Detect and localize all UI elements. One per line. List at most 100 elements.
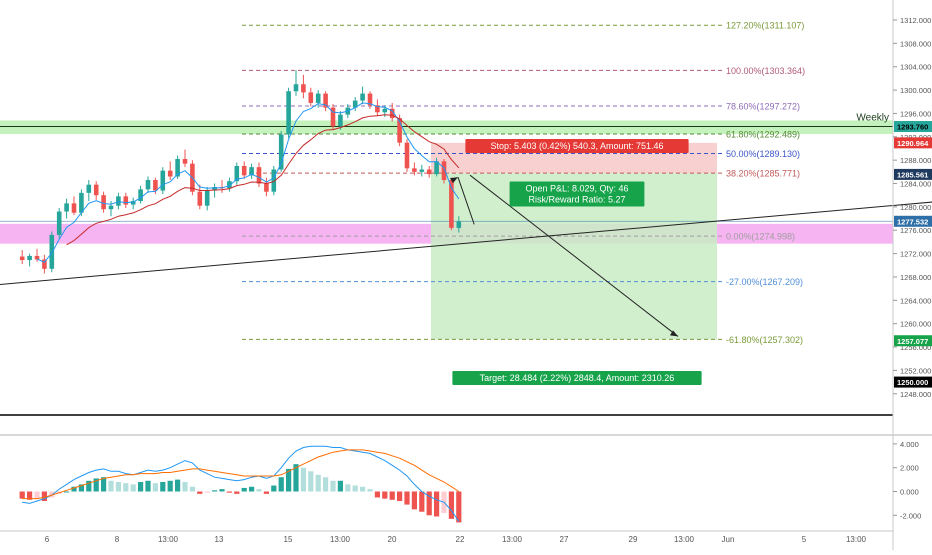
fib-level-label: 38.20%(1285.771)	[726, 169, 800, 179]
candle-body	[367, 93, 373, 106]
fib-level-label: 78.60%(1297.272)	[726, 102, 800, 112]
macd-histogram-bar	[226, 491, 232, 493]
macd-histogram-bar	[308, 471, 314, 492]
time-tick-label: 5	[802, 535, 807, 544]
macd-tick-label: 0.000	[900, 488, 919, 497]
time-tick-label: 22	[456, 535, 465, 544]
price-tick-label: 1256.000	[900, 343, 931, 352]
macd-histogram-bar	[234, 491, 240, 494]
price-tag-label: 1293.760	[897, 123, 928, 132]
macd-histogram-bar	[64, 491, 70, 493]
candle-body	[293, 84, 299, 92]
macd-histogram-bar	[145, 480, 151, 492]
price-tick-label: 1260.000	[900, 320, 931, 329]
macd-line	[22, 445, 460, 522]
macd-histogram-bar	[323, 477, 329, 492]
macd-histogram-bar	[315, 474, 321, 492]
candle-body	[19, 256, 25, 261]
macd-histogram-bar	[197, 491, 203, 494]
macd-histogram-bar	[293, 464, 299, 492]
macd-histogram-bar	[382, 491, 388, 499]
macd-histogram-bar	[175, 479, 181, 492]
price-tag	[894, 121, 932, 133]
time-tick-label: 15	[284, 535, 293, 544]
macd-histogram-bar	[130, 484, 136, 492]
macd-histogram-bar	[167, 480, 173, 492]
macd-histogram-bar	[367, 489, 373, 492]
macd-histogram-bar	[41, 491, 47, 502]
price-tag-label: 1285.561	[897, 170, 928, 179]
price-tick-label: 1276.000	[900, 226, 931, 235]
price-tick-label: 1268.000	[900, 273, 931, 282]
ema-slow-line	[66, 114, 460, 246]
candle-body	[360, 93, 365, 101]
pnl-label-text: Risk/Reward Ratio: 5.27	[528, 195, 625, 205]
macd-histogram-bar	[138, 481, 144, 492]
candle-body	[212, 187, 217, 191]
candle-body	[256, 167, 262, 184]
macd-histogram-bar	[448, 491, 454, 519]
price-tick-label: 1308.000	[900, 39, 931, 48]
price-tick-label: 1280.000	[900, 203, 931, 212]
candle-body	[197, 191, 203, 206]
macd-histogram-bar	[434, 491, 440, 517]
candle-body	[227, 181, 232, 189]
price-tick-label: 1284.000	[900, 180, 931, 189]
candle-body	[278, 134, 284, 170]
candle-body	[404, 142, 410, 169]
candle-body	[315, 93, 321, 103]
candle-body	[412, 168, 417, 172]
macd-histogram-bar	[212, 490, 218, 492]
candle-body	[116, 196, 121, 206]
candle-body	[375, 105, 380, 113]
time-tick-label: Jun	[722, 535, 735, 544]
candle-body	[323, 93, 328, 108]
candle-body	[441, 161, 447, 181]
candle-body	[308, 92, 314, 103]
price-tag	[894, 376, 932, 388]
price-tick-label: 1248.000	[900, 390, 931, 399]
price-tick-label: 1292.000	[900, 133, 931, 142]
candle-body	[389, 108, 395, 119]
candle-body	[160, 170, 166, 191]
macd-histogram-bar	[249, 486, 255, 492]
macd-histogram-bar	[337, 480, 343, 492]
candle-body	[249, 167, 254, 176]
price-tick-label: 1300.000	[900, 86, 931, 95]
macd-histogram-bar	[204, 491, 210, 493]
macd-histogram-bar	[352, 485, 358, 492]
time-tick-label: 13:00	[330, 535, 351, 544]
target-label-text: Target: 28.484 (2.22%) 2848.4, Amount: 2…	[480, 373, 675, 383]
macd-histogram-bar	[27, 491, 33, 500]
price-tag	[894, 137, 932, 149]
macd-histogram-bar	[160, 481, 166, 492]
time-tick-label: 29	[629, 535, 638, 544]
fib-level-label: -61.80%(1257.302)	[726, 335, 803, 345]
candle-body	[182, 158, 188, 164]
macd-histogram-bar	[182, 481, 188, 492]
macd-tick-label: 4.000	[900, 440, 919, 449]
projection-arrowhead	[670, 330, 678, 337]
stop-label-text: Stop: 5.403 (0.42%) 540.3, Amount: 751.4…	[490, 141, 663, 151]
pnl-label-bg	[509, 181, 645, 207]
trendline	[0, 201, 932, 285]
macd-histogram-bar	[123, 483, 129, 492]
ema-fast-line	[36, 102, 460, 263]
fib-level-label: 61.80%(1292.489)	[726, 129, 800, 139]
signal-line	[22, 449, 460, 500]
price-tag	[894, 215, 932, 227]
candle-body	[130, 201, 136, 205]
candle-body	[34, 255, 40, 260]
price-tag-label: 1257.077	[897, 337, 928, 346]
macd-histogram-bar	[189, 486, 195, 492]
macd-histogram-bar	[345, 484, 351, 492]
fib-level-label: 127.20%(1311.107)	[726, 21, 804, 31]
candle-body	[49, 234, 55, 269]
macd-histogram-bar	[101, 477, 107, 492]
macd-histogram-bar	[426, 491, 432, 516]
macd-histogram-bar	[330, 480, 336, 492]
candle-body	[138, 189, 143, 202]
macd-histogram-bar	[115, 481, 121, 492]
